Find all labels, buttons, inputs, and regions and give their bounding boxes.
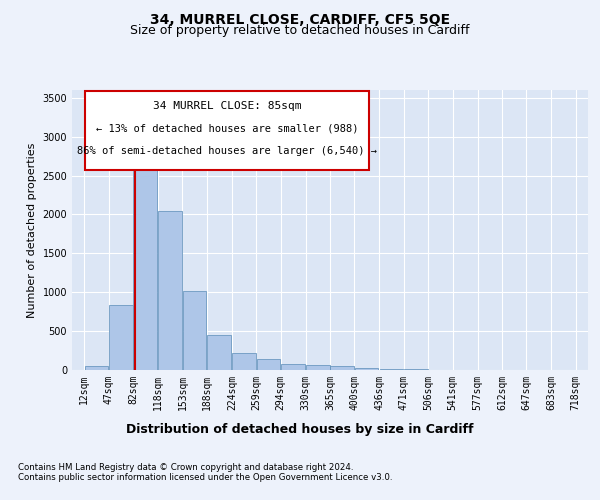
FancyBboxPatch shape [85,92,369,170]
Bar [306,366,329,370]
Text: 34, MURREL CLOSE, CARDIFF, CF5 5QE: 34, MURREL CLOSE, CARDIFF, CF5 5QE [150,12,450,26]
Bar [404,369,428,370]
Bar [158,210,182,370]
Text: 86% of semi-detached houses are larger (6,540) →: 86% of semi-detached houses are larger (… [77,146,377,156]
Bar [355,368,379,370]
Text: ← 13% of detached houses are smaller (988): ← 13% of detached houses are smaller (98… [95,124,358,134]
Bar [281,364,305,370]
Text: Distribution of detached houses by size in Cardiff: Distribution of detached houses by size … [126,422,474,436]
Bar [232,354,256,370]
Text: Contains HM Land Registry data © Crown copyright and database right 2024.: Contains HM Land Registry data © Crown c… [18,462,353,471]
Bar [85,366,108,370]
Y-axis label: Number of detached properties: Number of detached properties [27,142,37,318]
Text: Contains public sector information licensed under the Open Government Licence v3: Contains public sector information licen… [18,472,392,482]
Bar [207,334,231,370]
Text: Size of property relative to detached houses in Cardiff: Size of property relative to detached ho… [130,24,470,37]
Bar [380,369,403,370]
Bar [257,359,280,370]
Bar [133,158,157,370]
Bar [183,290,206,370]
Text: 34 MURREL CLOSE: 85sqm: 34 MURREL CLOSE: 85sqm [152,101,301,111]
Bar [109,304,133,370]
Bar [331,366,354,370]
